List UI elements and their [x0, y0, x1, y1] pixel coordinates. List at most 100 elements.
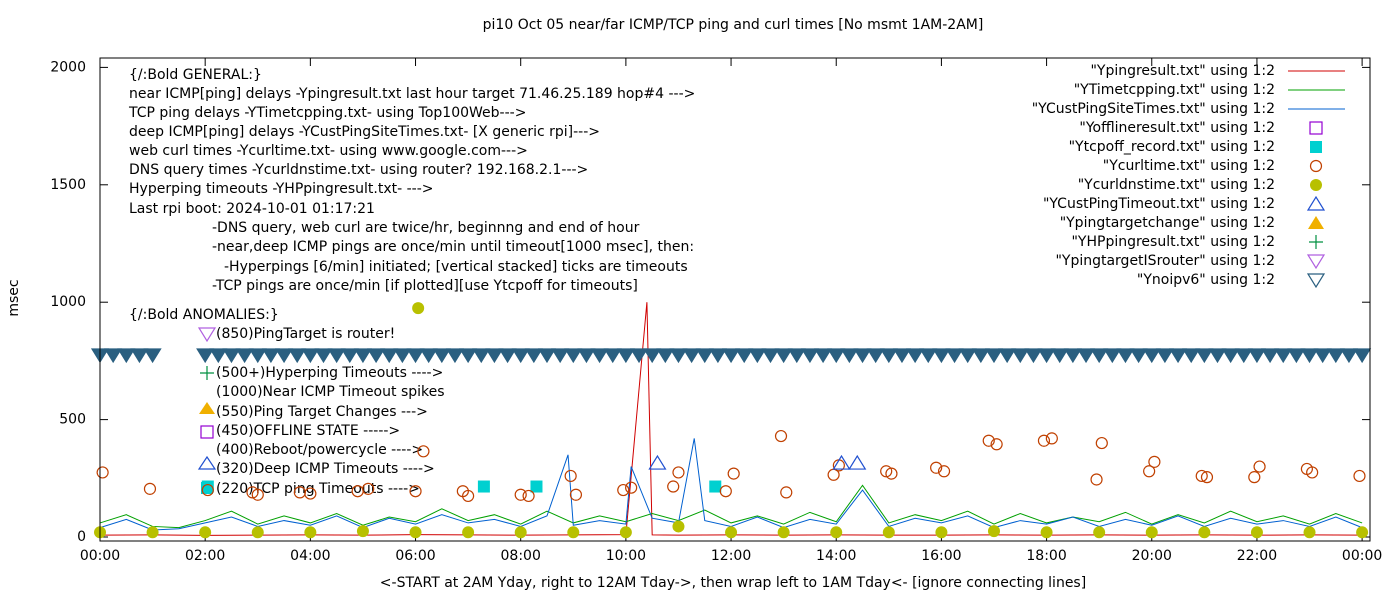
marker: [1037, 348, 1056, 364]
annotation: near ICMP[ping] delays -Ypingresult.txt …: [129, 86, 695, 102]
marker: [130, 348, 149, 364]
marker: [196, 348, 215, 364]
marker: [1011, 348, 1030, 364]
marker: [982, 434, 995, 447]
marker: [719, 485, 732, 498]
marker: [735, 348, 754, 364]
annotation: -near,deep ICMP pings are once/min until…: [212, 239, 694, 255]
annotation: TCP ping delays -YTimetcpping.txt- using…: [128, 105, 526, 121]
x-tick-label: 22:00: [1237, 548, 1277, 564]
marker: [472, 348, 491, 364]
marker: [1040, 526, 1053, 539]
icon: [199, 402, 215, 414]
marker: [930, 461, 943, 474]
marker: [840, 348, 859, 364]
marker: [1050, 348, 1069, 364]
marker: [201, 480, 214, 493]
marker: [1148, 455, 1161, 468]
legend-label: "Ynoipv6" using 1:2: [1137, 272, 1275, 288]
marker: [564, 469, 577, 483]
marker: [477, 480, 490, 493]
marker: [222, 348, 241, 364]
marker: [1090, 348, 1109, 364]
marker: [419, 348, 438, 364]
marker: [617, 483, 630, 497]
legend-label: "YTimetcpping.txt" using 1:2: [1074, 82, 1275, 98]
plot-area: [90, 302, 1372, 539]
marker: [1248, 471, 1261, 484]
marker: [251, 488, 264, 501]
marker: [1353, 348, 1372, 364]
marker: [777, 526, 790, 539]
marker: [603, 348, 622, 364]
y-tick-label: 2000: [50, 59, 86, 75]
marker: [1287, 348, 1306, 364]
marker: [1208, 348, 1227, 364]
icon: [200, 425, 214, 439]
y-tick-label: 1000: [50, 294, 86, 310]
annotation: deep ICMP[ping] delays -YCustPingSiteTim…: [129, 124, 600, 140]
marker: [945, 348, 964, 364]
marker: [880, 465, 893, 478]
annotation: Last rpi boot: 2024-10-01 01:17:21: [129, 201, 375, 217]
marker: [514, 526, 527, 539]
marker: [1306, 273, 1326, 289]
annotation: (400)Reboot/powercycle ---->: [216, 442, 423, 458]
annotation: -Hyperpings [6/min] initiated; [vertical…: [224, 259, 688, 275]
marker: [725, 526, 738, 539]
legend-label: "Ypingtargetchange" using 1:2: [1060, 215, 1275, 231]
x-tick-label: 08:00: [501, 548, 541, 564]
marker: [1155, 348, 1174, 364]
x-tick-label: 18:00: [1026, 548, 1066, 564]
annotation: web curl times -Ycurltime.txt- using www…: [129, 143, 528, 159]
series-line: [99, 438, 1363, 531]
marker: [1037, 434, 1051, 447]
legend-label: "YCustPingSiteTimes.txt" using 1:2: [1032, 101, 1275, 117]
marker: [1198, 526, 1211, 539]
marker: [327, 348, 346, 364]
marker: [459, 348, 478, 364]
marker: [1310, 179, 1322, 191]
annotation: -DNS query, web curl are twice/hr, begin…: [212, 220, 640, 236]
marker: [1303, 526, 1316, 539]
marker: [935, 526, 948, 539]
marker: [1221, 348, 1240, 364]
x-tick-label: 06:00: [395, 548, 435, 564]
marker: [727, 467, 740, 480]
marker: [143, 482, 157, 495]
x-tick-label: 10:00: [606, 548, 646, 564]
marker: [1247, 348, 1267, 364]
marker: [1300, 348, 1319, 364]
marker: [1168, 348, 1188, 364]
plot-frame: [99, 57, 1371, 542]
marker: [619, 526, 632, 539]
marker: [301, 348, 320, 364]
marker: [577, 348, 596, 364]
marker: [567, 526, 580, 539]
icon: [197, 455, 217, 470]
legend-label: "Ycurldnstime.txt" using 1:2: [1078, 177, 1275, 193]
marker: [524, 348, 543, 364]
marker: [551, 348, 570, 364]
annotation: (500+)Hyperping Timeouts ---->: [216, 365, 443, 381]
marker: [511, 348, 530, 364]
marker: [919, 348, 938, 364]
marker: [1090, 473, 1103, 486]
annotation: (220)TCP ping Timeouts ---->: [216, 481, 420, 497]
y-tick-label: 500: [59, 412, 86, 428]
marker: [1103, 348, 1122, 364]
marker: [246, 486, 259, 499]
marker: [393, 348, 412, 364]
marker: [353, 348, 373, 364]
marker: [990, 438, 1003, 451]
marker: [314, 348, 333, 364]
marker: [643, 348, 662, 364]
marker: [1145, 526, 1158, 539]
marker: [866, 348, 885, 364]
marker: [695, 348, 714, 364]
annotation: (850)PingTarget is router!: [216, 326, 395, 342]
x-tick-label: 14:00: [816, 548, 856, 564]
marker: [1182, 348, 1201, 364]
marker: [522, 489, 535, 503]
x-axis-label: <-START at 2AM Yday, right to 12AM Tday-…: [380, 575, 1086, 591]
